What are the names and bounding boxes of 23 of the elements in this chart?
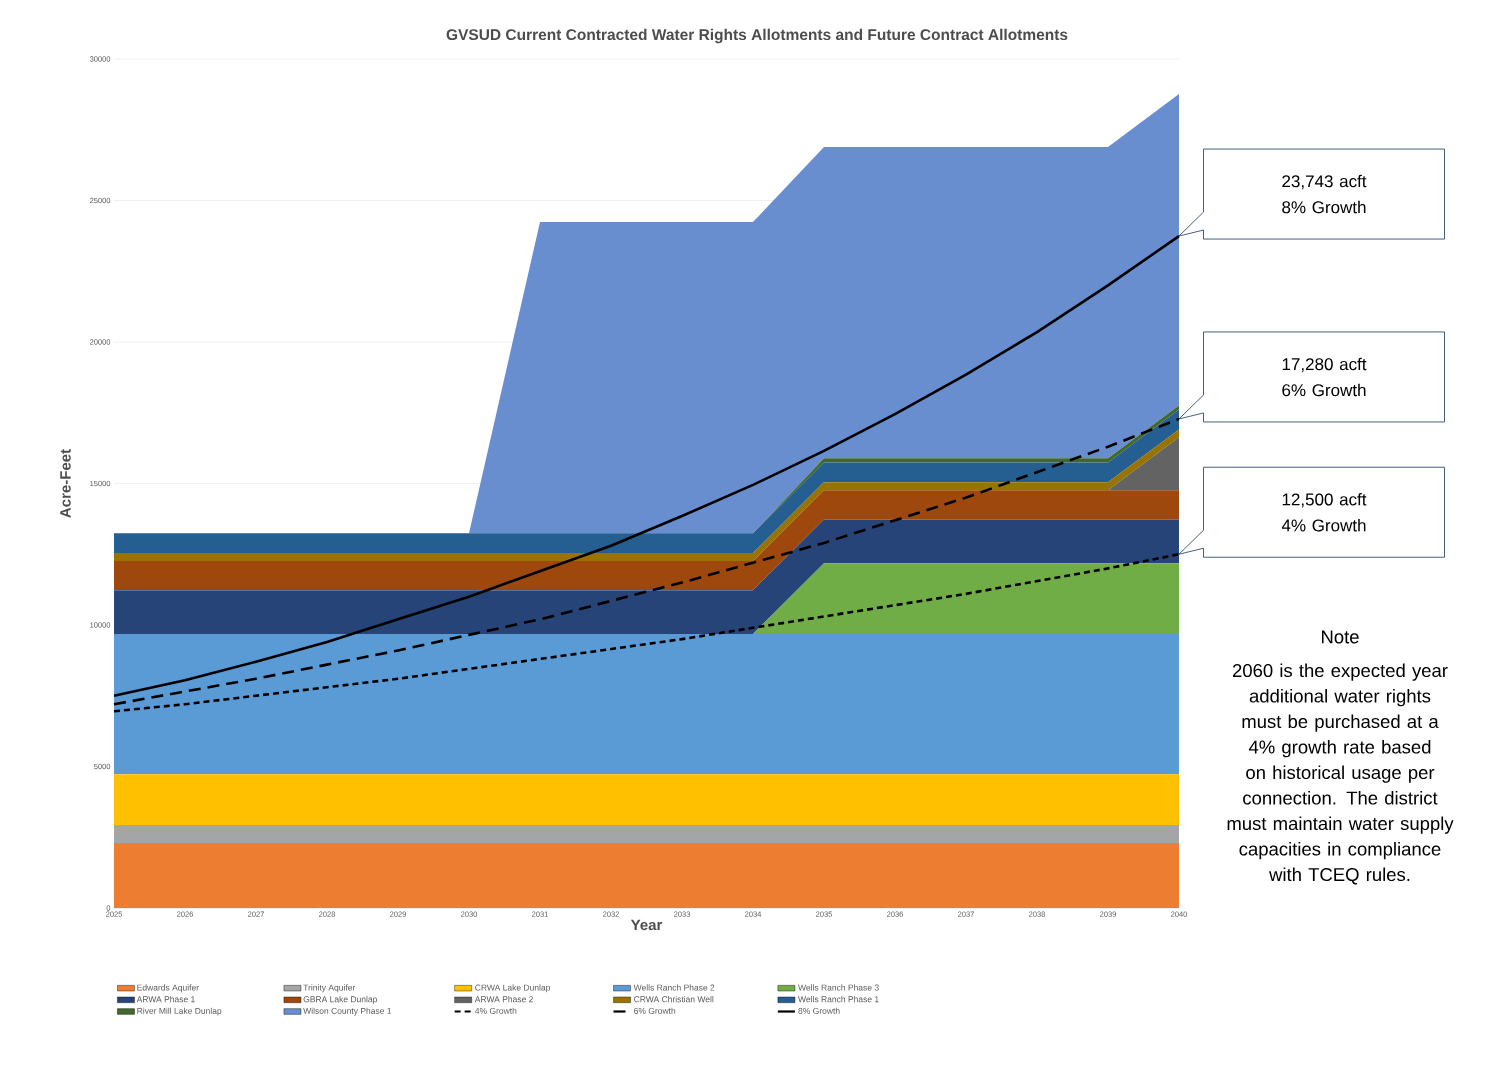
chart-title: GVSUD Current Contracted Water Rights Allotments and Future Contract Allotments xyxy=(446,28,1068,44)
legend-label: 6% Growth xyxy=(634,1007,676,1014)
text: 2060 is the expected year additional water rights must be purchased at a 4% growth rate based on historical usage per connection. The district must maintain water supply capacities in compliance with TCEQ rules. xyxy=(1227,663,1454,885)
legend-label: 4% Growth xyxy=(474,1007,517,1014)
legend-label: CRWA Christian Well xyxy=(634,996,714,1003)
text: 12,500 acft 4% Growth xyxy=(1281,493,1367,532)
legend-label: Wells Ranch Phase 3 xyxy=(798,984,879,991)
text: Note xyxy=(1321,630,1359,644)
x-axis-title: Year xyxy=(630,919,663,931)
legend-label: Wells Ranch Phase 1 xyxy=(798,996,879,1003)
y-axis-title: Acre-Feet xyxy=(60,449,71,518)
legend-label: River Mill Lake Dunlap xyxy=(137,1007,222,1016)
legend-label: 8% Growth xyxy=(798,1007,840,1014)
legend-label: Wells Ranch Phase 2 xyxy=(633,984,715,991)
legend-label: ARWA Phase 1 xyxy=(136,996,195,1003)
text: 23,743 acft 8% Growth xyxy=(1282,174,1367,214)
legend-label: CRWA Lake Dunlap xyxy=(475,984,551,993)
legend-label: Wilson County Phase 1 xyxy=(303,1007,392,1016)
legend-label: ARWA Phase 2 xyxy=(474,996,533,1003)
text: 17,280 acft 6% Growth xyxy=(1282,357,1367,397)
legend-label: Trinity Aquifer xyxy=(303,984,356,993)
legend-label: Edwards Aquifer xyxy=(137,984,199,993)
legend-label: GBRA Lake Dunlap xyxy=(303,996,377,1004)
